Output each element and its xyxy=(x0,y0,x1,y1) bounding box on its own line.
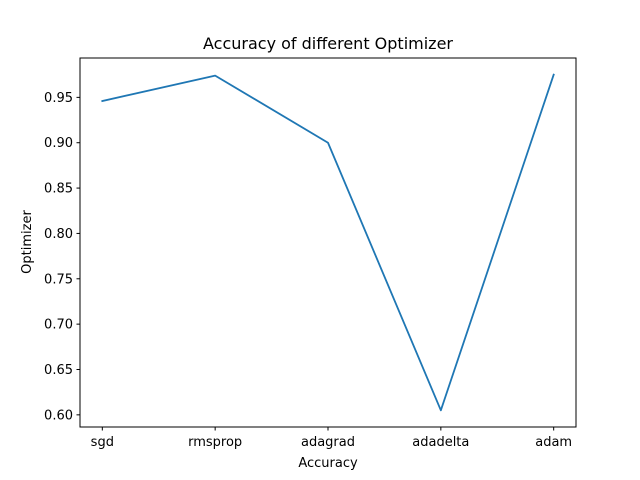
y-tick-label: 0.85 xyxy=(44,182,73,197)
y-tick-label: 0.65 xyxy=(44,363,73,378)
plot-area: 0.60 0.65 0.70 0.75 0.80 0.85 0.90 0.95 sgd rmspr… xyxy=(44,57,577,450)
x-tick-label: adagrad xyxy=(301,435,355,450)
plot-frame xyxy=(79,57,577,428)
x-tick-label: adam xyxy=(535,435,572,450)
x-tick-label: rmsprop xyxy=(188,435,242,450)
y-axis-label: Optimizer xyxy=(20,210,35,274)
series-line-1 xyxy=(101,73,555,412)
y-tick-label: 0.90 xyxy=(44,136,73,151)
y-tick-label: 0.60 xyxy=(44,408,73,423)
x-axis-label: Accuracy xyxy=(298,456,358,471)
y-tick-label: 0.95 xyxy=(44,91,73,106)
x-tick-label: adadelta xyxy=(412,435,469,450)
y-tick-label: 0.80 xyxy=(44,227,73,242)
x-tick-label: sgd xyxy=(91,435,114,450)
y-tick-label: 0.75 xyxy=(44,272,73,287)
y-tick-label: 0.70 xyxy=(44,318,73,333)
chart-title: Accuracy of different Optimizer xyxy=(203,34,453,53)
